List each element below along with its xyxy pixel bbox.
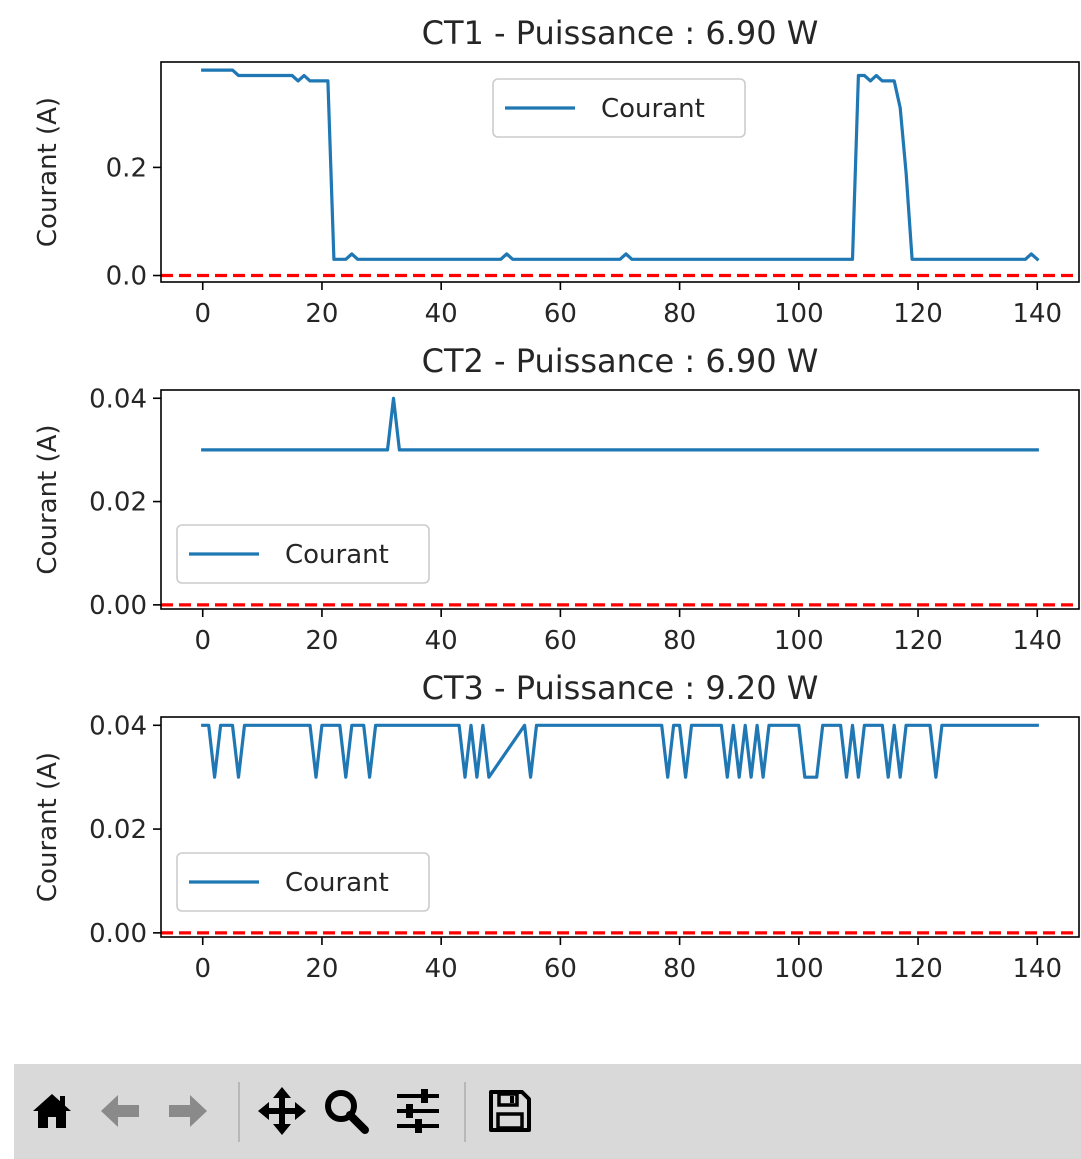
subplot-title: CT3 - Puissance : 9.20 W [422,669,819,707]
y-tick-label: 0.02 [89,488,147,518]
pan-button[interactable] [254,1082,310,1140]
series-line-courant [201,68,1040,262]
save-icon [489,1090,531,1132]
pan-icon [258,1087,306,1135]
axes-frame [160,389,1080,610]
forward-icon [169,1095,207,1127]
y-tick-label: 0.0 [106,262,147,292]
x-tick-label: 20 [305,954,338,984]
legend: Courant [176,852,430,912]
x-tick-label: 100 [774,954,824,984]
x-tick-label: 140 [1012,299,1062,329]
legend-box [176,524,430,584]
axes-frame [160,716,1080,938]
x-tick-label: 60 [544,954,577,984]
x-tick-label: 100 [774,626,824,656]
x-tick-label: 60 [544,299,577,329]
configure-subplots-button[interactable] [390,1082,446,1140]
x-tick-label: 80 [663,954,696,984]
x-tick-label: 20 [305,299,338,329]
legend-label: Courant [285,540,389,570]
x-tick-label: 120 [893,626,943,656]
y-tick-label: 0.04 [89,384,147,414]
x-tick-label: 20 [305,626,338,656]
x-tick-label: 0 [194,954,211,984]
x-tick-label: 0 [194,299,211,329]
subplot-title: CT1 - Puissance : 6.90 W [422,14,819,52]
x-tick-label: 80 [663,299,696,329]
y-tick-label: 0.02 [89,815,147,845]
x-tick-label: 60 [544,626,577,656]
legend-box [492,78,746,138]
y-axis-label: Courant (A) [33,97,63,247]
y-axis-label: Courant (A) [33,752,63,902]
y-tick-label: 0.2 [106,153,147,183]
figure: CT1 - Puissance : 6.90 W Courant (A) 0 20 40… [33,14,1080,984]
home-button[interactable] [24,1082,80,1140]
back-button[interactable] [92,1082,148,1140]
legend: Courant [492,78,746,138]
x-tick-label: 0 [194,626,211,656]
legend-label: Courant [285,868,389,898]
toolbar-separator [464,1082,466,1142]
y-tick-label: 0.04 [89,711,147,741]
back-icon [101,1095,139,1127]
series-line-courant [201,723,1039,779]
legend-box [176,852,430,912]
y-tick-label: 0.00 [89,919,147,949]
x-tick-label: 80 [663,626,696,656]
y-tick-label: 0.00 [89,591,147,621]
x-tick-label: 40 [425,626,458,656]
home-icon [33,1094,71,1128]
forward-button[interactable] [160,1082,216,1140]
series-line-courant [201,396,1039,452]
subplot-title: CT2 - Puissance : 6.90 W [422,342,819,380]
x-tick-label: 40 [425,954,458,984]
x-tick-label: 140 [1012,954,1062,984]
subplot-ct3: CT3 - Puissance : 9.20 W Courant (A) 0 20 40… [33,669,1080,984]
x-tick-label: 140 [1012,626,1062,656]
toolbar-separator [238,1082,240,1142]
save-button[interactable] [482,1082,538,1140]
navigation-toolbar [14,1064,1081,1159]
zoom-icon [325,1090,369,1134]
legend: Courant [176,524,430,584]
zoom-button[interactable] [318,1082,374,1140]
x-tick-label: 120 [893,954,943,984]
x-tick-label: 100 [774,299,824,329]
y-axis-label: Courant (A) [33,424,63,574]
subplot-ct2: CT2 - Puissance : 6.90 W Courant (A) 0 20 40… [33,342,1080,656]
subplot-ct1: CT1 - Puissance : 6.90 W Courant (A) 0 20 40… [33,14,1080,329]
legend-label: Courant [601,94,705,124]
x-tick-label: 120 [893,299,943,329]
configure-subplots-icon [397,1089,439,1133]
axes-frame [160,61,1080,283]
x-tick-label: 40 [425,299,458,329]
